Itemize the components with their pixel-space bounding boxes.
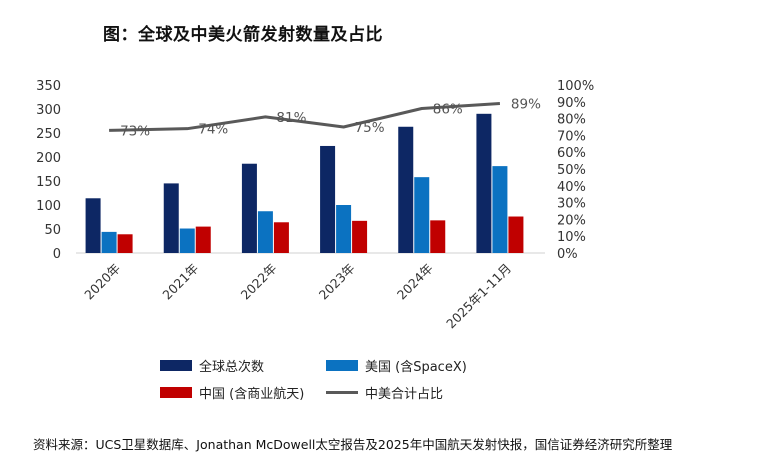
category-label: 2021年	[159, 261, 201, 303]
bar-global	[85, 198, 101, 253]
right-tick-label: 90%	[557, 96, 586, 111]
bar-global	[163, 183, 179, 253]
right-tick-label: 70%	[557, 129, 586, 144]
legend-item-us: 美国 (含SpaceX)	[326, 356, 467, 375]
legend-swatch-china	[160, 387, 192, 398]
bar-us	[414, 177, 430, 253]
legend-line-ratio	[326, 391, 358, 394]
bar-china	[273, 222, 289, 253]
legend-swatch-us	[326, 360, 358, 371]
left-tick-label: 150	[36, 175, 61, 190]
bar-us	[101, 231, 117, 253]
bar-china	[117, 234, 133, 253]
category-label: 2023年	[316, 261, 358, 303]
bar-us	[492, 166, 508, 253]
ratio-line	[109, 101, 501, 132]
ratio-data-label: 89%	[511, 96, 541, 112]
left-tick-label: 300	[36, 103, 61, 118]
right-tick-label: 10%	[557, 230, 586, 245]
chart-title: 图：全球及中美火箭发射数量及占比	[103, 25, 383, 45]
right-axis: 0% 10% 20%30% 40% 50% 60% 70%80% 90% 100%	[557, 79, 594, 262]
right-tick-label: 0%	[557, 247, 578, 262]
ratio-data-label: 74%	[198, 122, 228, 138]
ratio-data-label: 86%	[433, 102, 463, 118]
bar-us	[179, 228, 195, 253]
right-tick-label: 80%	[557, 113, 586, 128]
right-tick-label: 30%	[557, 197, 586, 212]
right-tick-label: 40%	[557, 180, 586, 195]
source-note: 资料来源：UCS卫星数据库、Jonathan McDowell太空报告及2025…	[33, 437, 673, 452]
left-tick-label: 0	[53, 247, 61, 262]
legend-item-china: 中国 (含商业航天)	[160, 383, 304, 402]
legend: 全球总次数 美国 (含SpaceX) 中国 (含商业航天) 中美合计占比	[160, 356, 490, 406]
legend-label-ratio: 中美合计占比	[365, 387, 444, 402]
ratio-data-label: 75%	[355, 120, 385, 136]
left-tick-label: 250	[36, 127, 61, 142]
bar-global	[398, 126, 414, 253]
right-tick-label: 100%	[557, 79, 594, 94]
ratio-data-label: 81%	[276, 110, 306, 126]
category-axis: 2020年 2021年 2022年 2023年 2024年 2025年1-11月	[81, 261, 514, 332]
category-label: 2022年	[238, 261, 280, 303]
right-tick-label: 20%	[557, 213, 586, 228]
bar-china	[430, 220, 446, 253]
left-tick-label: 200	[36, 151, 61, 166]
legend-swatch-global	[160, 360, 192, 371]
ratio-data-label: 73%	[120, 123, 150, 139]
left-axis: 0 50 100 150 200 250 300 350	[36, 79, 61, 262]
bar-series	[85, 113, 524, 253]
bar-global	[241, 163, 257, 253]
bar-china	[508, 216, 524, 253]
bar-china	[352, 220, 368, 253]
legend-item-global: 全球总次数	[160, 356, 264, 375]
ratio-line-series: 73% 74% 81% 75% 86% 89%	[109, 96, 541, 139]
right-tick-label: 50%	[557, 163, 586, 178]
left-tick-label: 350	[36, 79, 61, 94]
bar-global	[476, 113, 492, 253]
left-tick-label: 50	[44, 223, 61, 238]
bar-us	[257, 211, 273, 253]
legend-label-global: 全球总次数	[199, 360, 265, 375]
legend-label-china: 中国 (含商业航天)	[199, 387, 305, 402]
category-label: 2020年	[81, 261, 123, 303]
right-tick-label: 60%	[557, 146, 586, 161]
legend-label-us: 美国 (含SpaceX)	[365, 360, 467, 375]
legend-item-ratio: 中美合计占比	[326, 383, 443, 402]
category-label: 2024年	[394, 261, 436, 303]
bar-global	[320, 145, 336, 253]
bar-us	[336, 205, 352, 253]
bar-china	[195, 226, 211, 253]
left-tick-label: 100	[36, 199, 61, 214]
category-label: 2025年1-11月	[443, 261, 514, 332]
